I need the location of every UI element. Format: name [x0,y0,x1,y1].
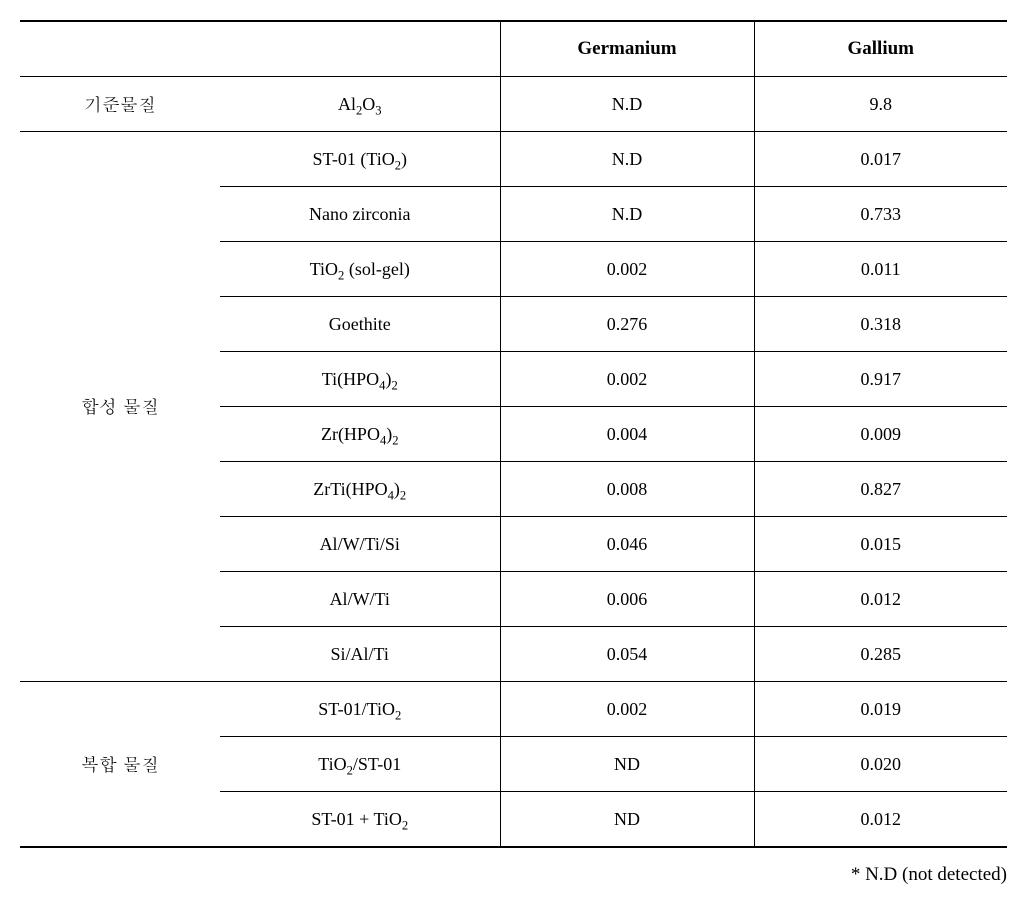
table-row: 합성 물질ST-01 (TiO2)N.D0.017 [20,132,1007,187]
gallium-cell: 0.017 [754,132,1007,187]
gallium-cell: 0.019 [754,682,1007,737]
gallium-cell: 9.8 [754,77,1007,132]
material-cell: Ti(HPO4)2 [220,352,500,407]
material-cell: Nano zirconia [220,187,500,242]
gallium-cell: 0.318 [754,297,1007,352]
gallium-cell: 0.009 [754,407,1007,462]
header-blank-1 [20,21,220,77]
header-germanium: Germanium [500,21,754,77]
material-cell: Al/W/Ti [220,572,500,627]
gallium-cell: 0.015 [754,517,1007,572]
material-cell: TiO2 (sol-gel) [220,242,500,297]
germanium-cell: 0.008 [500,462,754,517]
table-body: 기준물질Al2O3N.D9.8합성 물질ST-01 (TiO2)N.D0.017… [20,77,1007,848]
material-cell: Zr(HPO4)2 [220,407,500,462]
material-cell: ST-01/TiO2 [220,682,500,737]
table-row: 복합 물질ST-01/TiO20.0020.019 [20,682,1007,737]
category-cell: 기준물질 [20,77,220,132]
data-table: Germanium Gallium 기준물질Al2O3N.D9.8합성 물질ST… [20,20,1007,848]
gallium-cell: 0.012 [754,572,1007,627]
gallium-cell: 0.012 [754,792,1007,848]
material-cell: Si/Al/Ti [220,627,500,682]
material-cell: Al/W/Ti/Si [220,517,500,572]
material-cell: Goethite [220,297,500,352]
germanium-cell: 0.276 [500,297,754,352]
material-cell: ST-01 + TiO2 [220,792,500,848]
footnote-text: * N.D (not detected) [20,864,1007,886]
gallium-cell: 0.020 [754,737,1007,792]
germanium-cell: 0.054 [500,627,754,682]
germanium-cell: ND [500,792,754,848]
germanium-cell: N.D [500,187,754,242]
gallium-cell: 0.827 [754,462,1007,517]
table-container: Germanium Gallium 기준물질Al2O3N.D9.8합성 물질ST… [20,20,1007,886]
header-gallium: Gallium [754,21,1007,77]
germanium-cell: 0.046 [500,517,754,572]
material-cell: ZrTi(HPO4)2 [220,462,500,517]
gallium-cell: 0.285 [754,627,1007,682]
category-cell: 합성 물질 [20,132,220,682]
gallium-cell: 0.733 [754,187,1007,242]
germanium-cell: 0.002 [500,242,754,297]
header-blank-2 [220,21,500,77]
material-cell: Al2O3 [220,77,500,132]
germanium-cell: 0.004 [500,407,754,462]
gallium-cell: 0.011 [754,242,1007,297]
germanium-cell: 0.006 [500,572,754,627]
material-cell: TiO2/ST-01 [220,737,500,792]
table-header-row: Germanium Gallium [20,21,1007,77]
material-cell: ST-01 (TiO2) [220,132,500,187]
gallium-cell: 0.917 [754,352,1007,407]
table-row: 기준물질Al2O3N.D9.8 [20,77,1007,132]
germanium-cell: ND [500,737,754,792]
category-cell: 복합 물질 [20,682,220,848]
germanium-cell: N.D [500,77,754,132]
germanium-cell: 0.002 [500,352,754,407]
germanium-cell: 0.002 [500,682,754,737]
germanium-cell: N.D [500,132,754,187]
